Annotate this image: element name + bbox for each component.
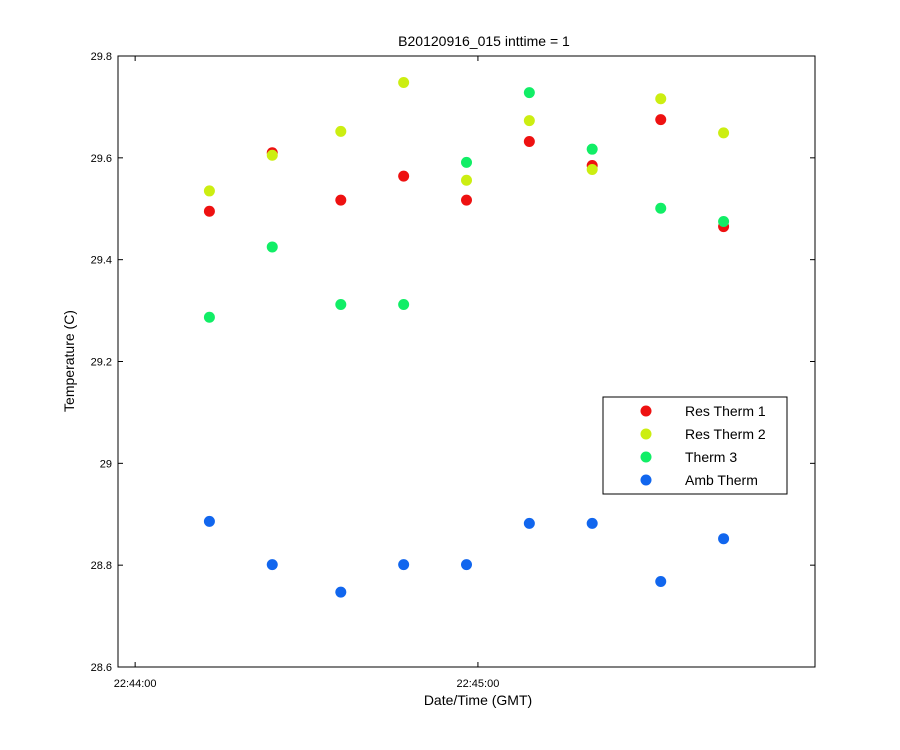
- legend-marker: [640, 405, 652, 417]
- data-point: [461, 156, 472, 168]
- legend-label: Therm 3: [685, 449, 737, 465]
- legend-label: Amb Therm: [685, 472, 758, 488]
- data-point: [398, 298, 410, 310]
- x-tick-label: 22:44:00: [114, 678, 157, 690]
- data-point: [266, 241, 278, 253]
- data-point: [398, 170, 410, 182]
- data-point: [655, 202, 667, 214]
- data-point: [266, 149, 278, 161]
- x-tick-label: 22:45:00: [457, 678, 500, 690]
- data-point: [586, 143, 598, 155]
- series-1: [203, 76, 730, 197]
- data-point: [523, 136, 535, 148]
- data-point: [523, 517, 535, 529]
- y-tick-label: 29.8: [91, 51, 112, 63]
- data-point: [586, 517, 598, 529]
- data-point: [655, 93, 667, 105]
- data-point: [335, 194, 347, 206]
- axis-ticks: 28.6 28.8 29 29.2 29.4 29.6 29.8 22:44:00 22:45:…: [91, 51, 815, 690]
- data-point: [335, 586, 347, 598]
- legend-marker: [640, 474, 652, 486]
- legend-marker: [640, 451, 652, 463]
- data-points: [203, 76, 730, 598]
- y-tick-label: 29.6: [91, 153, 112, 165]
- data-point: [523, 87, 535, 99]
- legend-label: Res Therm 2: [685, 426, 766, 442]
- legend-marker: [640, 428, 652, 440]
- series-2: [203, 87, 730, 323]
- data-point: [655, 114, 667, 126]
- y-tick-label: 29.2: [91, 357, 112, 369]
- legend-label: Res Therm 1: [685, 403, 766, 419]
- data-point: [335, 298, 347, 310]
- series-3: [203, 515, 730, 598]
- y-tick-label: 28.8: [91, 560, 112, 572]
- x-axis-label: Date/Time (GMT): [424, 692, 532, 708]
- y-tick-label: 29.4: [91, 255, 112, 267]
- data-point: [655, 575, 667, 587]
- chart-title: B20120916_015 inttime = 1: [398, 33, 570, 49]
- y-tick-label: 29: [100, 458, 112, 470]
- legend-box: [602, 396, 788, 495]
- data-point: [461, 174, 472, 186]
- y-axis-label: Temperature (C): [61, 310, 77, 412]
- data-point: [398, 559, 410, 571]
- data-point: [398, 76, 410, 88]
- data-point: [718, 533, 730, 545]
- y-tick-label: 28.6: [91, 662, 112, 674]
- data-point: [586, 164, 598, 176]
- legend: Res Therm 1 Res Therm 2 Therm 3 Amb Therm: [602, 396, 788, 495]
- data-point: [203, 515, 215, 527]
- data-point: [461, 559, 472, 571]
- data-point: [203, 185, 215, 197]
- data-point: [335, 125, 347, 137]
- data-point: [266, 559, 278, 571]
- data-point: [718, 127, 730, 139]
- plot-area: [117, 55, 816, 668]
- data-point: [718, 215, 730, 227]
- data-point: [523, 115, 535, 127]
- data-point: [203, 311, 215, 323]
- data-point: [461, 194, 472, 206]
- data-point: [203, 205, 215, 217]
